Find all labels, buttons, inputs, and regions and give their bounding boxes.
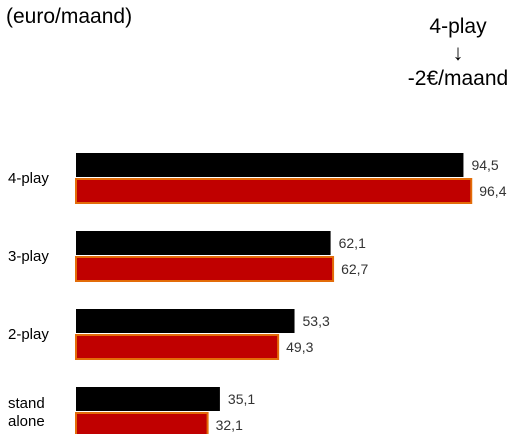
data-label: 62,1 bbox=[339, 235, 366, 251]
category-label: 3-play bbox=[8, 248, 49, 265]
data-label: 35,1 bbox=[228, 391, 255, 407]
bar-stand-alone-series-2 bbox=[75, 412, 209, 434]
bar-stand-alone-series-1 bbox=[76, 387, 220, 411]
data-label: 96,4 bbox=[479, 183, 506, 199]
data-label: 62,7 bbox=[341, 261, 368, 277]
category-label: 4-play bbox=[8, 170, 49, 187]
price-change-callout: 4-play ↓ -2€/maand bbox=[388, 14, 524, 92]
category-label: stand alone bbox=[8, 395, 45, 430]
bar-4-play-series-2 bbox=[75, 178, 473, 204]
data-label: 94,5 bbox=[471, 157, 498, 173]
category-label: 2-play bbox=[8, 326, 49, 343]
bar-3-play-series-2 bbox=[75, 256, 335, 282]
bar-2-play-series-1 bbox=[76, 309, 295, 333]
down-arrow-icon: ↓ bbox=[452, 40, 464, 65]
data-label: 49,3 bbox=[286, 339, 313, 355]
bar-3-play-series-1 bbox=[76, 231, 331, 255]
bar-2-play-series-2 bbox=[75, 334, 280, 360]
callout-delta: -2€/maand bbox=[407, 67, 509, 90]
unit-label: (euro/maand) bbox=[6, 5, 133, 28]
data-label: 32,1 bbox=[216, 417, 243, 433]
bar-4-play-series-1 bbox=[76, 153, 464, 177]
callout-title: 4-play bbox=[429, 15, 487, 38]
data-label: 53,3 bbox=[303, 313, 330, 329]
